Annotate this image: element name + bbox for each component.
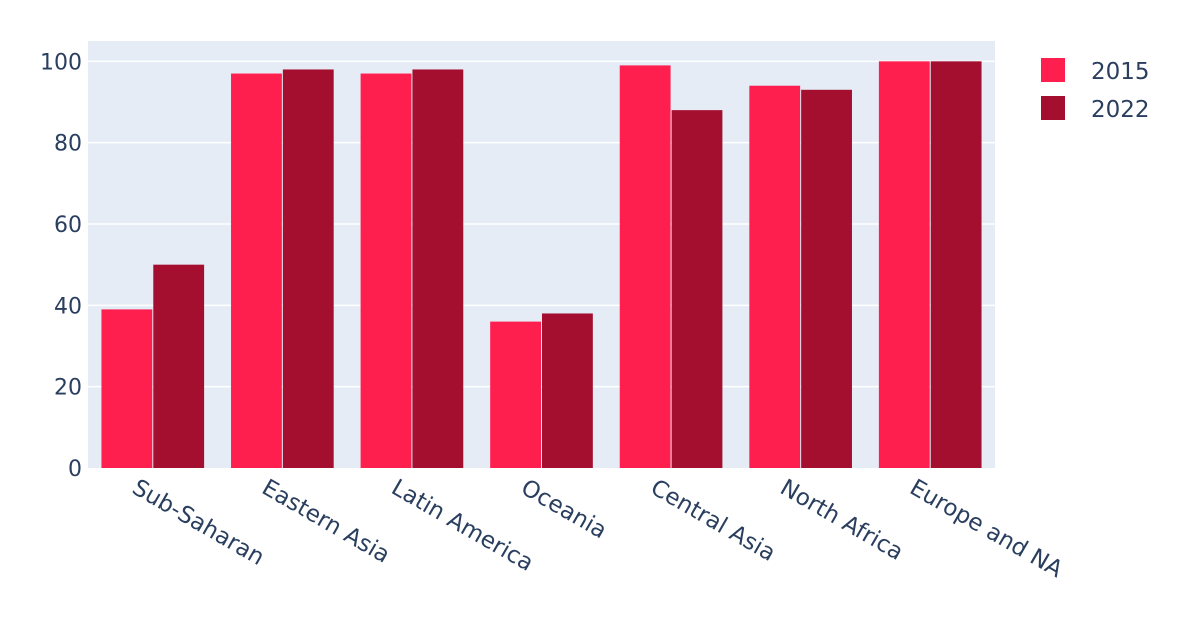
bar-2015-central-asia[interactable] bbox=[619, 65, 671, 469]
bar-2015-north-africa[interactable] bbox=[749, 85, 801, 468]
x-tick-label: Latin America bbox=[387, 475, 538, 577]
y-tick-label: 40 bbox=[54, 294, 82, 319]
y-axis-ticks: 0 20 40 60 80 100 bbox=[40, 50, 82, 482]
legend: 2015 2022 bbox=[1041, 58, 1150, 123]
bars bbox=[101, 61, 982, 469]
y-tick-label: 0 bbox=[68, 457, 82, 482]
bar-2015-sub-saharan[interactable] bbox=[101, 309, 153, 468]
y-tick-label: 20 bbox=[54, 376, 82, 401]
x-tick-label: Europe and NA bbox=[905, 475, 1067, 584]
plot-area bbox=[88, 41, 995, 468]
legend-swatch[interactable] bbox=[1041, 96, 1065, 120]
bar-2015-oceania[interactable] bbox=[490, 321, 541, 468]
y-tick-label: 60 bbox=[54, 213, 82, 238]
y-tick-label: 80 bbox=[54, 132, 82, 157]
x-tick-label: Central Asia bbox=[646, 475, 780, 567]
y-tick-label: 100 bbox=[40, 50, 82, 75]
x-tick-label: Eastern Asia bbox=[257, 475, 394, 569]
bar-2015-europe-and-na[interactable] bbox=[878, 61, 930, 468]
legend-label[interactable]: 2022 bbox=[1091, 97, 1150, 123]
legend-swatch[interactable] bbox=[1041, 58, 1065, 82]
bar-2015-eastern-asia[interactable] bbox=[231, 73, 282, 469]
x-tick-label: Sub-Saharan bbox=[128, 475, 269, 571]
bar-2022-central-asia[interactable] bbox=[671, 110, 723, 468]
bar-2022-sub-saharan[interactable] bbox=[153, 264, 205, 468]
legend-label[interactable]: 2015 bbox=[1091, 59, 1150, 85]
bar-2015-latin-america[interactable] bbox=[360, 73, 412, 469]
bar-2022-oceania[interactable] bbox=[542, 313, 593, 468]
bar-2022-europe-and-na[interactable] bbox=[930, 61, 982, 468]
bar-2022-eastern-asia[interactable] bbox=[282, 69, 334, 468]
x-tick-label: North Africa bbox=[776, 475, 908, 566]
bar-2022-north-africa[interactable] bbox=[801, 89, 852, 469]
bar-2022-latin-america[interactable] bbox=[412, 69, 464, 468]
x-tick-label: Oceania bbox=[517, 475, 611, 545]
